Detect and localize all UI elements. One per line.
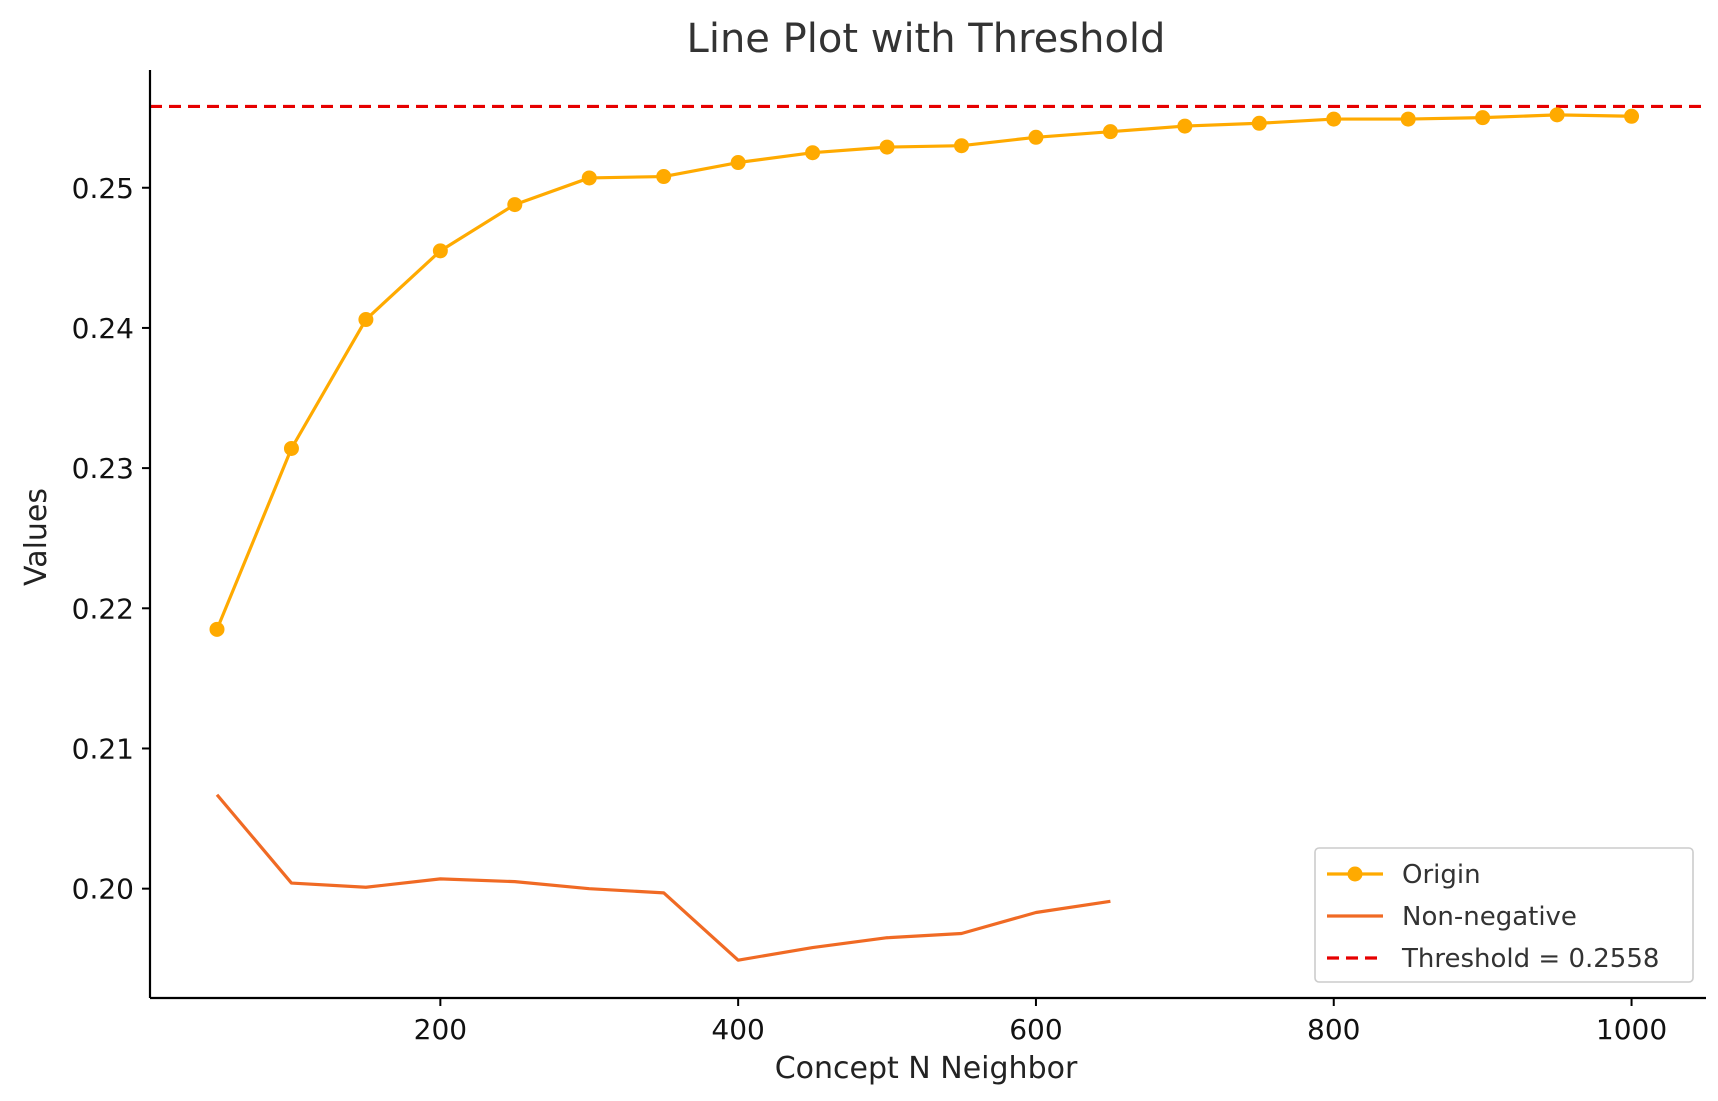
data-point — [805, 145, 821, 161]
x-tick-label: 200 — [414, 1013, 467, 1046]
data-point — [1251, 115, 1267, 131]
x-tick-label: 400 — [711, 1013, 764, 1046]
data-point — [1326, 111, 1342, 127]
data-point — [656, 169, 672, 185]
data-point — [283, 440, 299, 456]
legend: Origin Non-negative Threshold = 0.2558 — [1314, 847, 1694, 983]
x-tick-label: 800 — [1307, 1013, 1360, 1046]
legend-label: Origin — [1402, 860, 1481, 890]
x-axis-label: Concept N Neighbor — [775, 1051, 1078, 1086]
data-point — [507, 197, 523, 213]
data-point — [1177, 118, 1193, 134]
data-point — [954, 138, 970, 154]
data-point — [1624, 108, 1640, 124]
series-line-non-negative — [215, 793, 1111, 962]
data-point — [432, 243, 448, 259]
legend-marker — [1347, 866, 1363, 882]
data-point — [581, 170, 597, 186]
y-axis-label: Values — [19, 488, 54, 586]
y-tick-label: 0.20 — [72, 873, 134, 906]
data-point — [1475, 110, 1491, 126]
y-tick-label: 0.21 — [72, 732, 134, 765]
legend-label: Non-negative — [1402, 902, 1577, 932]
y-tick-label: 0.25 — [72, 172, 134, 205]
y-tick-label: 0.24 — [72, 312, 134, 345]
x-tick-label: 1000 — [1596, 1013, 1667, 1046]
y-tick-label: 0.23 — [72, 452, 134, 485]
data-point — [1549, 107, 1565, 123]
data-point — [209, 621, 225, 637]
data-point — [1102, 124, 1118, 140]
x-tick-label: 600 — [1009, 1013, 1062, 1046]
axes: 200 400 600 800 1000 0.20 0.21 0.22 0.23 0.24 0.25 — [72, 70, 1706, 1046]
y-tick-label: 0.22 — [72, 592, 134, 625]
data-point — [358, 312, 374, 328]
legend-label: Threshold = 0.2558 — [1401, 944, 1659, 974]
data-point — [1028, 129, 1044, 145]
series-line-origin — [215, 113, 1632, 630]
chart-title: Line Plot with Threshold — [687, 16, 1166, 62]
plot-area — [150, 104, 1706, 962]
data-point — [879, 139, 895, 155]
data-point — [730, 155, 746, 171]
legend-box — [1314, 847, 1694, 983]
data-point — [1400, 111, 1416, 127]
